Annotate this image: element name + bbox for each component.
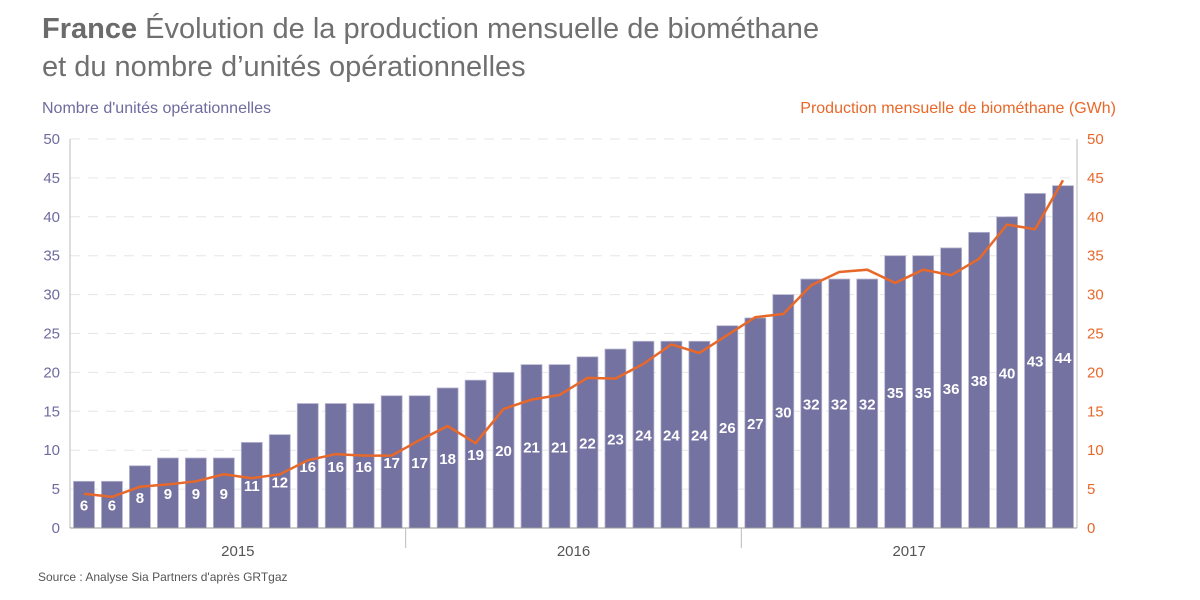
right-tick-label: 50 <box>1087 131 1104 148</box>
left-axis-label: Nombre d'unités opérationnelles <box>42 100 271 117</box>
bar-data-label: 21 <box>523 439 540 456</box>
bar-data-label: 26 <box>719 420 736 437</box>
bar-data-label: 19 <box>467 447 484 464</box>
bar-data-label: 20 <box>495 443 512 460</box>
bar-data-label: 8 <box>136 490 144 507</box>
year-label: 2016 <box>557 543 590 560</box>
bar-data-label: 35 <box>887 385 904 402</box>
left-tick-label: 45 <box>43 170 60 187</box>
bar-data-label: 21 <box>551 439 568 456</box>
left-tick-label: 10 <box>43 442 60 459</box>
year-label: 2015 <box>221 543 254 560</box>
bar-data-label: 35 <box>915 385 932 402</box>
bar-data-label: 23 <box>607 432 624 449</box>
right-tick-label: 30 <box>1087 287 1104 304</box>
left-tick-label: 40 <box>43 209 60 226</box>
bar-data-label: 24 <box>635 428 652 445</box>
right-tick-label: 45 <box>1087 170 1104 187</box>
right-tick-label: 20 <box>1087 364 1104 381</box>
bar-data-label: 16 <box>355 459 372 476</box>
right-tick-label: 10 <box>1087 442 1104 459</box>
bar-data-label: 22 <box>579 435 596 452</box>
bar-data-label: 36 <box>943 381 960 398</box>
bar-data-label: 38 <box>971 373 988 390</box>
left-tick-label: 30 <box>43 287 60 304</box>
left-tick-label: 50 <box>43 131 60 148</box>
right-tick-label: 35 <box>1087 248 1104 265</box>
left-tick-label: 25 <box>43 326 60 343</box>
chart-title: France Évolution de la production mensue… <box>42 10 819 86</box>
title-country: France <box>42 13 138 45</box>
bar-data-label: 12 <box>271 474 288 491</box>
left-tick-label: 15 <box>43 403 60 420</box>
bar-data-label: 24 <box>663 428 680 445</box>
year-label: 2017 <box>892 543 925 560</box>
bar-data-label: 17 <box>411 455 428 472</box>
production-line <box>83 179 1065 499</box>
bar-data-label: 24 <box>691 428 708 445</box>
right-tick-label: 0 <box>1087 520 1095 537</box>
right-tick-label: 25 <box>1087 326 1104 343</box>
bar-data-label: 44 <box>1055 350 1072 367</box>
left-tick-label: 35 <box>43 248 60 265</box>
bar-data-label: 9 <box>220 486 228 503</box>
left-tick-label: 5 <box>52 481 60 498</box>
bar-data-label: 32 <box>803 397 820 414</box>
bar-data-label: 30 <box>775 404 792 421</box>
bar-data-label: 43 <box>1027 354 1044 371</box>
title-text: Évolution de la production mensuelle de … <box>145 13 820 45</box>
bar-data-label: 18 <box>439 451 456 468</box>
title-line2: et du nombre d’unités opérationnelles <box>42 51 526 83</box>
right-axis-label: Production mensuelle de biométhane (GWh) <box>800 100 1116 117</box>
left-tick-label: 0 <box>52 520 60 537</box>
bar-data-label: 6 <box>80 498 88 515</box>
bar-data-label: 9 <box>164 486 172 503</box>
right-tick-label: 5 <box>1087 481 1095 498</box>
source-note: Source : Analyse Sia Partners d'après GR… <box>38 570 288 584</box>
bar-data-label: 9 <box>192 486 200 503</box>
bar-data-label: 6 <box>108 498 116 515</box>
bar-data-label: 17 <box>383 455 400 472</box>
bar-data-label: 16 <box>327 459 344 476</box>
right-tick-label: 15 <box>1087 403 1104 420</box>
right-tick-label: 40 <box>1087 209 1104 226</box>
bar-data-label: 32 <box>859 397 876 414</box>
bar-data-label: 27 <box>747 416 764 433</box>
left-tick-label: 20 <box>43 364 60 381</box>
bar-data-label: 32 <box>831 397 848 414</box>
bar-data-label: 40 <box>999 365 1016 382</box>
bar-data-label: 11 <box>244 478 260 495</box>
